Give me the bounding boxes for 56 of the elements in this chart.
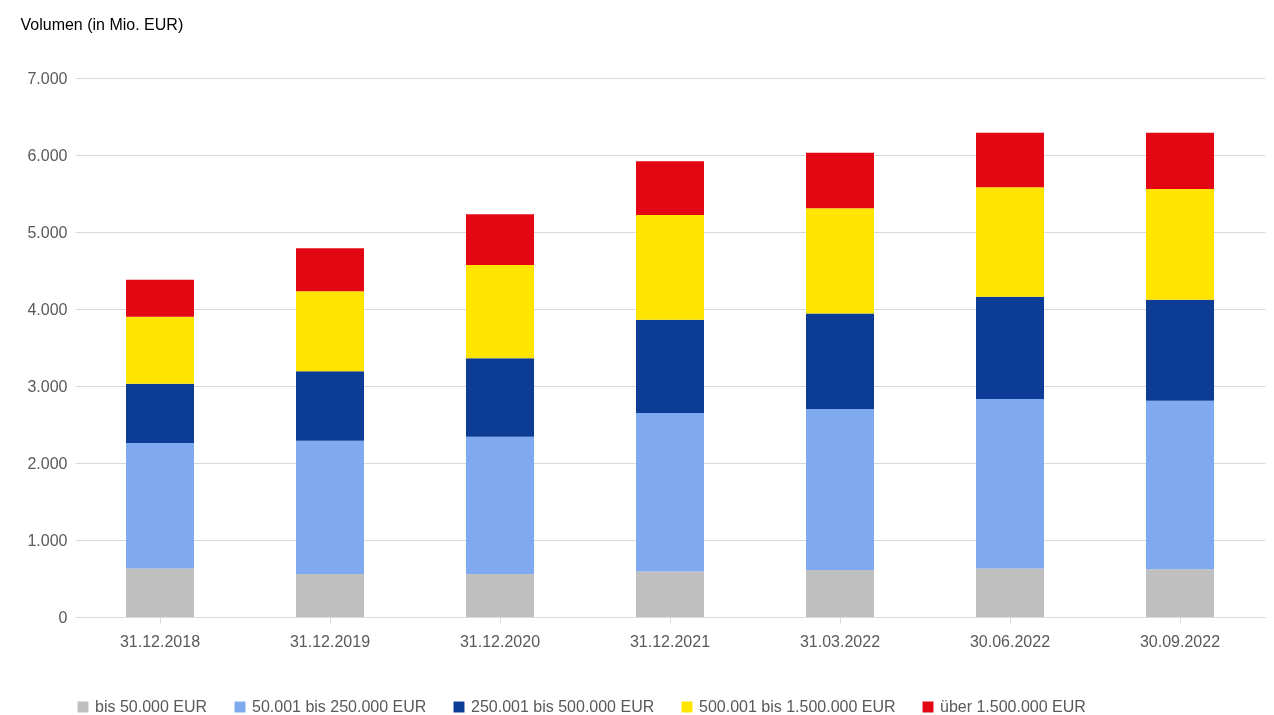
bar	[126, 279, 194, 317]
y-tick-label: 2.000	[27, 454, 68, 472]
bar	[636, 412, 704, 572]
x-tick-label: 31.12.2018	[119, 632, 201, 650]
bar	[296, 440, 364, 574]
bar	[1146, 299, 1214, 401]
y-tick-label: 4.000	[27, 300, 68, 318]
bar	[296, 291, 364, 372]
bar	[296, 573, 364, 617]
x-tick-label: 30.06.2022	[969, 632, 1051, 650]
y-tick-label: 0	[58, 608, 68, 626]
bar	[126, 383, 194, 443]
x-tick-label: 31.12.2021	[629, 632, 711, 650]
bar	[1146, 132, 1214, 189]
bar	[466, 436, 534, 574]
x-tick-label: 30.09.2022	[1139, 632, 1221, 650]
bar	[806, 409, 874, 571]
bar	[806, 208, 874, 314]
bar	[636, 215, 704, 320]
bar	[1146, 188, 1214, 300]
bar	[636, 571, 704, 617]
y-tick-label: 7.000	[27, 69, 68, 87]
legend-label: über 1.500.000 EUR	[940, 698, 1086, 715]
bar	[126, 568, 194, 617]
bar	[296, 248, 364, 292]
legend-label: 500.001 bis 1.500.000 EUR	[699, 698, 896, 715]
bar	[296, 371, 364, 441]
x-tick-label: 31.03.2022	[799, 632, 881, 650]
bar	[636, 319, 704, 413]
x-tick-label: 31.12.2019	[289, 632, 371, 650]
bar	[976, 296, 1044, 400]
bar	[466, 573, 534, 617]
legend-label: 250.001 bis 500.000 EUR	[471, 698, 655, 715]
bar	[806, 570, 874, 617]
bar	[466, 214, 534, 266]
y-tick-label: 5.000	[27, 223, 68, 241]
bar	[126, 316, 194, 384]
y-tick-label: 3.000	[27, 377, 68, 395]
bar	[1146, 400, 1214, 570]
legend-label: 50.001 bis 250.000 EUR	[252, 698, 427, 715]
bar	[126, 442, 194, 569]
bar	[806, 313, 874, 410]
bar	[466, 265, 534, 359]
bar	[1146, 569, 1214, 617]
bar	[806, 152, 874, 209]
bar	[976, 568, 1044, 617]
bar	[466, 358, 534, 437]
bar	[976, 132, 1044, 188]
y-tick-label: 6.000	[27, 146, 68, 164]
bar	[976, 399, 1044, 569]
legend-label: bis 50.000 EUR	[95, 698, 208, 715]
x-tick-label: 31.12.2020	[459, 632, 541, 650]
bar	[976, 187, 1044, 297]
bar	[636, 161, 704, 216]
y-tick-label: 1.000	[27, 531, 68, 549]
y-axis-title: Volumen (in Mio. EUR)	[20, 15, 184, 33]
